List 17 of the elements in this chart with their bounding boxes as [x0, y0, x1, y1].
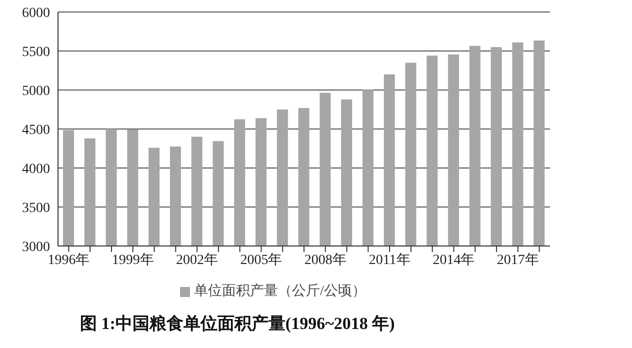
legend-label: 单位面积产量（公斤/公顷） [194, 284, 366, 299]
y-tick-label: 6000 [22, 6, 50, 21]
y-tick-label: 5500 [22, 44, 50, 60]
text: 图 1:中国粮食单位面积产量(1996~2018 年) [80, 313, 395, 335]
y-tick-label: 3000 [22, 240, 50, 255]
x-tick-label: 2017年 [496, 252, 539, 268]
x-tick-label: 2002年 [176, 252, 218, 268]
y-tick-label: 4000 [22, 162, 50, 177]
x-tick-label: 2005年 [240, 252, 282, 268]
x-tick-label: 2008年 [304, 252, 346, 268]
y-tick-label: 5000 [22, 84, 50, 99]
y-tick-label: 4500 [22, 122, 50, 138]
x-tick-label: 2011年 [368, 252, 410, 268]
x-tick-label: 2014年 [432, 252, 475, 268]
x-tick-label: 1999年 [112, 252, 154, 268]
y-tick-label: 3500 [22, 200, 50, 216]
x-tick-label: 1996年 [48, 252, 90, 268]
